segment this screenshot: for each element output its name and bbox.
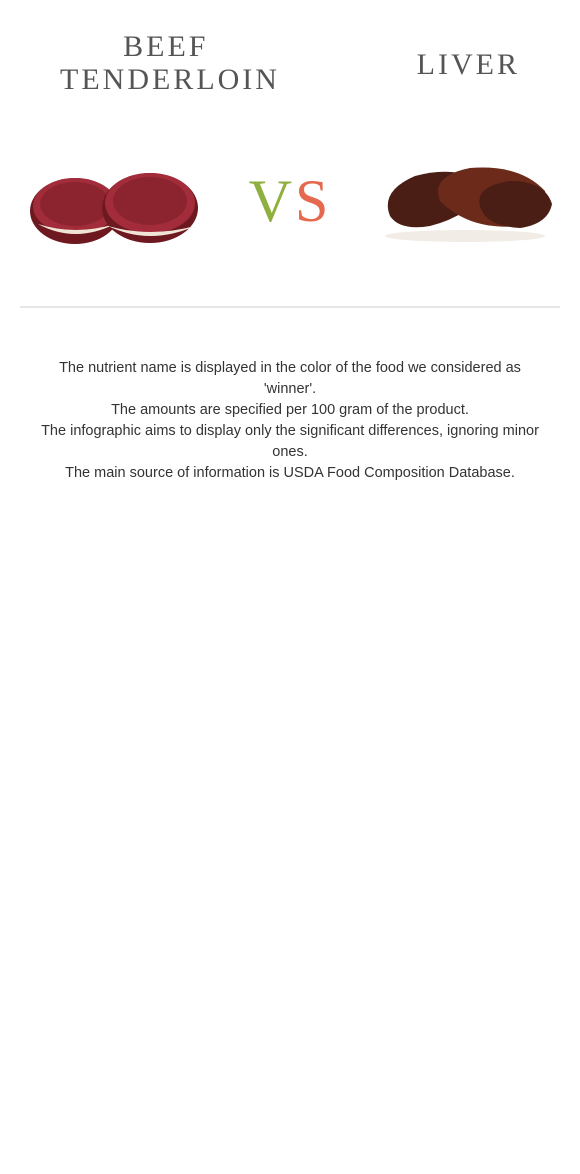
footer-notes: The nutrient name is displayed in the co… bbox=[0, 308, 580, 484]
footer-line-4: The main source of information is USDA F… bbox=[34, 463, 546, 484]
vs-letter-v: V bbox=[249, 167, 295, 236]
food-title-right: Liver bbox=[308, 30, 520, 81]
vs-label: V S bbox=[249, 167, 332, 236]
footer-line-1: The nutrient name is displayed in the co… bbox=[34, 358, 546, 400]
liver-image bbox=[370, 146, 560, 256]
footer-line-2: The amounts are specified per 100 gram o… bbox=[34, 400, 546, 421]
beef-tenderloin-image bbox=[20, 146, 210, 256]
footer-line-3: The infographic aims to display only the… bbox=[34, 421, 546, 463]
header: Beef tenderloin Liver bbox=[0, 0, 580, 106]
vs-row: V S bbox=[0, 106, 580, 306]
vs-letter-s: S bbox=[295, 167, 331, 236]
food-title-left: Beef tenderloin bbox=[60, 30, 272, 96]
